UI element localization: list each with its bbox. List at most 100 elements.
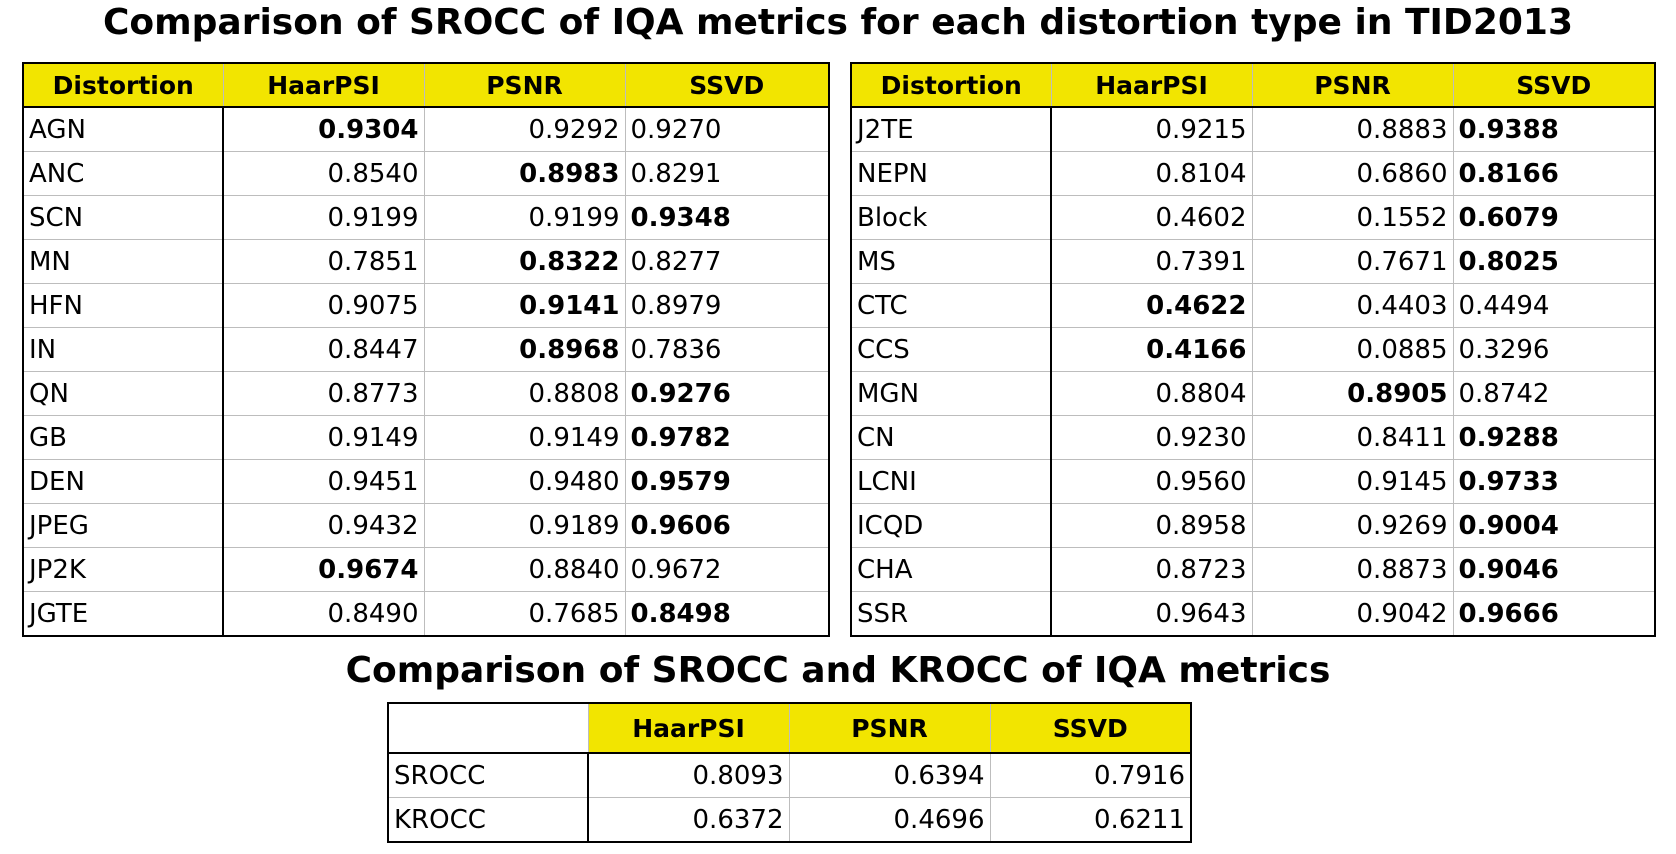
psnr-value: 0.9292: [423, 106, 626, 152]
haarpsi-value: 0.9230: [1050, 415, 1253, 460]
main-title: Comparison of SROCC of IQA metrics for e…: [102, 2, 1574, 43]
ssvd-value: 0.9579: [624, 459, 830, 504]
ssvd-value: 0.6079: [1452, 195, 1656, 240]
table-row: LCNI 0.9560 0.9145 0.9733: [850, 459, 1656, 504]
psnr-value: 0.9042: [1251, 591, 1454, 637]
row-label: JPEG: [22, 503, 224, 548]
haarpsi-value: 0.9674: [222, 547, 425, 592]
haarpsi-value: 0.9304: [222, 106, 425, 152]
psnr-value: 0.9199: [423, 195, 626, 240]
row-label: MS: [850, 239, 1052, 284]
haarpsi-value: 0.9149: [222, 415, 425, 460]
table-row: CTC 0.4622 0.4403 0.4494: [850, 283, 1656, 328]
psnr-value: 0.7685: [423, 591, 626, 637]
psnr-value: 0.6860: [1251, 151, 1454, 196]
table-row: QN 0.8773 0.8808 0.9276: [22, 371, 830, 416]
table-row: GB 0.9149 0.9149 0.9782: [22, 415, 830, 460]
haarpsi-value: 0.8540: [222, 151, 425, 196]
ssvd-value: 0.8742: [1452, 371, 1656, 416]
row-label: GB: [22, 415, 224, 460]
table-row: Block 0.4602 0.1552 0.6079: [850, 195, 1656, 240]
ssvd-value: 0.9004: [1452, 503, 1656, 548]
ssvd-value: 0.8291: [624, 151, 830, 196]
haarpsi-value: 0.7851: [222, 239, 425, 284]
left-table-body: AGN 0.9304 0.9292 0.9270 ANC 0.8540 0.8983 0.82…: [22, 106, 830, 637]
row-label: SSR: [850, 591, 1052, 637]
row-label: CTC: [850, 283, 1052, 328]
row-label: CHA: [850, 547, 1052, 592]
ssvd-value: 0.9046: [1452, 547, 1656, 592]
row-label: JGTE: [22, 591, 224, 637]
table-row: JPEG 0.9432 0.9189 0.9606: [22, 503, 830, 548]
table-row: MGN 0.8804 0.8905 0.8742: [850, 371, 1656, 416]
ssvd-value: 0.9388: [1452, 106, 1656, 152]
row-label: MN: [22, 239, 224, 284]
table-row: CN 0.9230 0.8411 0.9288: [850, 415, 1656, 460]
ssvd-value: 0.8979: [624, 283, 830, 328]
table-row: KROCC 0.6372 0.4696 0.6211: [387, 797, 1192, 843]
table-row: MS 0.7391 0.7671 0.8025: [850, 239, 1656, 284]
psnr-value: 0.0885: [1251, 327, 1454, 372]
table-row: SROCC 0.8093 0.6394 0.7916: [387, 752, 1192, 798]
haarpsi-value: 0.8773: [222, 371, 425, 416]
row-label: KROCC: [387, 797, 589, 843]
table-row: AGN 0.9304 0.9292 0.9270: [22, 106, 830, 152]
row-label: QN: [22, 371, 224, 416]
table-row: SCN 0.9199 0.9199 0.9348: [22, 195, 830, 240]
haarpsi-value: 0.9199: [222, 195, 425, 240]
ssvd-value: 0.9782: [624, 415, 830, 460]
psnr-value: 0.9189: [423, 503, 626, 548]
psnr-value: 0.9480: [423, 459, 626, 504]
haarpsi-value: 0.4602: [1050, 195, 1253, 240]
psnr-value: 0.1552: [1251, 195, 1454, 240]
header-row: Distortion HaarPSI PSNR SSVD: [850, 62, 1656, 108]
row-label: HFN: [22, 283, 224, 328]
row-label: AGN: [22, 106, 224, 152]
table-row: CCS 0.4166 0.0885 0.3296: [850, 327, 1656, 372]
table-row: IN 0.8447 0.8968 0.7836: [22, 327, 830, 372]
row-label: MGN: [850, 371, 1052, 416]
ssvd-value: 0.9672: [624, 547, 830, 592]
psnr-value: 0.8905: [1251, 371, 1454, 416]
table-row: JGTE 0.8490 0.7685 0.8498: [22, 591, 830, 637]
row-label: SCN: [22, 195, 224, 240]
right-table-body: J2TE 0.9215 0.8883 0.9388 NEPN 0.8104 0.6860 0.…: [850, 106, 1656, 637]
row-label: ANC: [22, 151, 224, 196]
ssvd-value: 0.9666: [1452, 591, 1656, 637]
psnr-value: 0.6394: [788, 752, 991, 798]
psnr-value: 0.9269: [1251, 503, 1454, 548]
summary-table-body: SROCC 0.8093 0.6394 0.7916 KROCC 0.6372 0.4696…: [387, 752, 1192, 843]
distortion-column-header: Distortion: [22, 62, 224, 108]
haarpsi-value: 0.8447: [222, 327, 425, 372]
ssvd-value: 0.8025: [1452, 239, 1656, 284]
table-row: ANC 0.8540 0.8983 0.8291: [22, 151, 830, 196]
ssvd-value: 0.9606: [624, 503, 830, 548]
psnr-value: 0.8808: [423, 371, 626, 416]
haarpsi-value: 0.9432: [222, 503, 425, 548]
haarpsi-value: 0.9451: [222, 459, 425, 504]
row-label: CCS: [850, 327, 1052, 372]
psnr-value: 0.8840: [423, 547, 626, 592]
psnr-value: 0.9149: [423, 415, 626, 460]
haarpsi-value: 0.9075: [222, 283, 425, 328]
haarpsi-value: 0.9643: [1050, 591, 1253, 637]
haarpsi-value: 0.7391: [1050, 239, 1253, 284]
ssvd-value: 0.9276: [624, 371, 830, 416]
psnr-value: 0.8873: [1251, 547, 1454, 592]
row-label: ICQD: [850, 503, 1052, 548]
row-label: LCNI: [850, 459, 1052, 504]
haarpsi-value: 0.8093: [587, 752, 790, 798]
empty-corner-cell: [387, 702, 589, 754]
ssvd-value: 0.8166: [1452, 151, 1656, 196]
table-row: CHA 0.8723 0.8873 0.9046: [850, 547, 1656, 592]
psnr-value: 0.8883: [1251, 106, 1454, 152]
haarpsi-value: 0.9560: [1050, 459, 1253, 504]
psnr-value: 0.4403: [1251, 283, 1454, 328]
distortion-table-left: Distortion HaarPSI PSNR SSVD AGN 0.9304 0.…: [22, 62, 830, 637]
row-label: CN: [850, 415, 1052, 460]
psnr-value: 0.7671: [1251, 239, 1454, 284]
ssvd-value: 0.8498: [624, 591, 830, 637]
distortion-column-header: Distortion: [850, 62, 1052, 108]
haarpsi-value: 0.6372: [587, 797, 790, 843]
table-row: JP2K 0.9674 0.8840 0.9672: [22, 547, 830, 592]
